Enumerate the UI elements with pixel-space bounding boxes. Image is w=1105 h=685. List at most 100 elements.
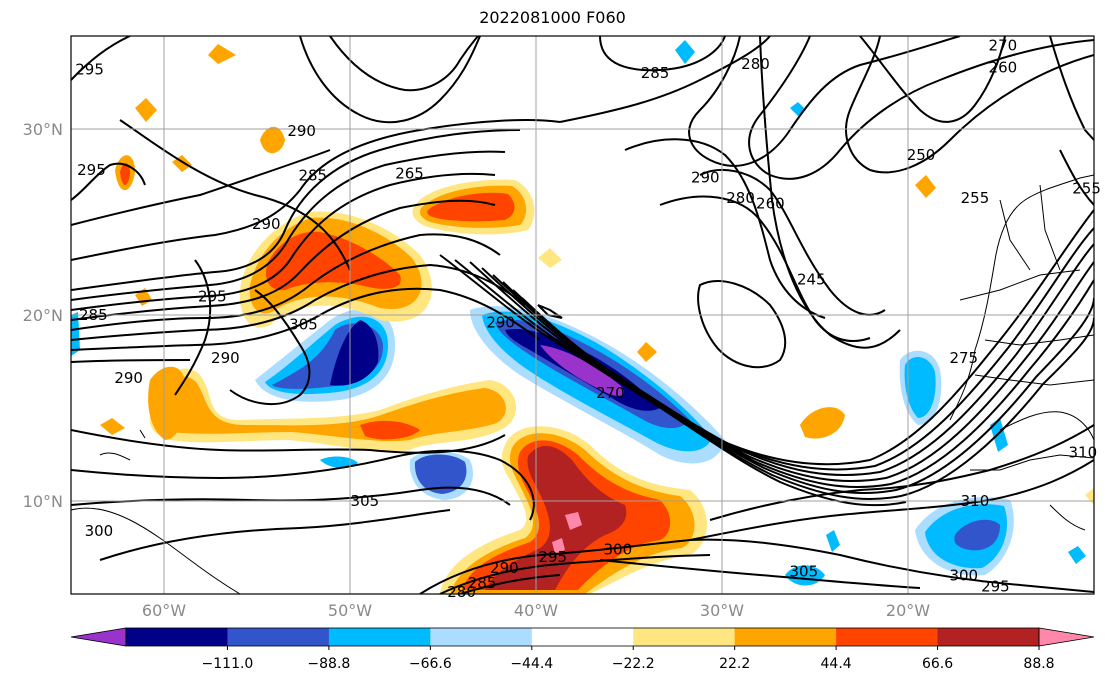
contour-label: 245: [797, 271, 826, 289]
contour-label: 270: [989, 36, 1018, 54]
contour-label: 300: [85, 522, 114, 540]
contour-label: 295: [538, 548, 567, 566]
positive-band-mid-red: [360, 420, 420, 440]
colorbar-tick-label: −22.2: [612, 656, 655, 672]
positive-spot-7: [915, 175, 936, 198]
axis-ticks: 60°W 50°W 40°W 30°W 20°W 10°N 20°N 30°N: [23, 120, 931, 620]
contour-label: 285: [641, 64, 670, 82]
colorbar-extend-min: [70, 627, 127, 647]
negative-blob-east2-core: [904, 356, 936, 418]
colorbar-tick-label: −88.8: [307, 656, 350, 672]
positive-band-mid-orange: [157, 376, 506, 442]
contour-label: 290: [691, 168, 720, 186]
contour-label: 250: [907, 146, 936, 164]
colorbar-tick-label: −66.6: [409, 656, 452, 672]
y-tick-label: 10°N: [23, 492, 63, 511]
contour-label: 290: [486, 313, 515, 331]
positive-spot-2: [135, 98, 157, 122]
negative-blob-small7: [826, 530, 840, 552]
x-tick-label: 60°W: [142, 601, 186, 620]
contour-label: 285: [298, 167, 327, 185]
contour-label: 280: [726, 189, 755, 207]
contour-label: 285: [468, 574, 497, 592]
contour-label: 290: [252, 215, 281, 233]
map-frame: [70, 35, 1095, 595]
colorbar-segment: [531, 628, 634, 646]
contour-label: 280: [741, 55, 770, 73]
contour-label: 290: [211, 349, 240, 367]
contour-label: 310: [1069, 444, 1098, 462]
negative-blob-small5: [990, 418, 1008, 452]
positive-spot-9: [538, 248, 562, 268]
x-tick-label: 30°W: [700, 601, 744, 620]
x-tick-label: 20°W: [886, 601, 930, 620]
positive-region-south-darkred: [485, 445, 627, 590]
colorbar-tick-label: 66.6: [922, 656, 953, 672]
contour-label: 310: [961, 492, 990, 510]
positive-spot-1-core: [120, 163, 130, 185]
contour-label: 260: [989, 59, 1018, 77]
colorbar-tick-label: −111.0: [202, 656, 254, 672]
negative-blob-east-core: [954, 519, 1000, 551]
contour-label: 295: [981, 578, 1010, 596]
negative-blob-small6: [1068, 546, 1086, 564]
contour-label: 255: [1072, 180, 1101, 198]
colorbar-outline: [125, 627, 1040, 647]
y-tick-label: 30°N: [23, 120, 63, 139]
contour-label: 305: [351, 492, 380, 510]
lat-lon-gridlines: [71, 36, 1094, 594]
x-tick-label: 50°W: [328, 601, 372, 620]
colorbar-segment: [836, 628, 939, 646]
coastlines: [71, 174, 1094, 594]
negative-blob-west-core: [330, 320, 379, 386]
colorbar-segment: [227, 628, 330, 646]
contour-label: 305: [790, 563, 819, 581]
colorbar-tick-label: 22.2: [719, 656, 750, 672]
contour-label: 275: [949, 349, 978, 367]
contour-label: 285: [79, 306, 108, 324]
colorbar-tick-label: 44.4: [821, 656, 852, 672]
negative-jet-streak-peak: [540, 345, 625, 396]
map-title: 2022081000 F060: [479, 8, 626, 27]
contour-label: 260: [756, 194, 785, 212]
colorbar-segment: [126, 628, 228, 646]
positive-spot-6: [800, 407, 845, 439]
colorbar-tick-label: 88.8: [1023, 656, 1054, 672]
colorbar-segment: [937, 628, 1040, 646]
colorbar-segment: [430, 628, 533, 646]
contour-label: 280: [447, 583, 476, 601]
contour-label: 270: [596, 384, 625, 402]
contour-label: 290: [490, 559, 519, 577]
colorbar-tick-label: −44.4: [510, 656, 553, 672]
positive-spot-8: [637, 342, 657, 362]
positive-spot-3: [208, 44, 236, 64]
contour-label: 295: [75, 60, 104, 78]
negative-blob-south-core: [414, 454, 467, 494]
negative-blob-edge: [71, 312, 80, 356]
contour-label: 295: [198, 287, 227, 305]
negative-blob-small2: [675, 40, 695, 64]
contour-label: 265: [395, 165, 424, 183]
positive-spot-11: [100, 418, 125, 435]
colorbar-extend-max: [1038, 627, 1095, 647]
contour-label: 290: [114, 369, 143, 387]
positive-region-west: [148, 366, 187, 440]
positive-peak-pink: [565, 512, 582, 530]
positive-spot-4: [260, 126, 285, 154]
negative-blob-small4: [320, 456, 358, 468]
colorbar-segment: [734, 628, 837, 646]
x-tick-label: 40°W: [514, 601, 558, 620]
positive-region-northeast-red: [427, 192, 515, 222]
contour-label: 300: [604, 540, 633, 558]
contour-label: 290: [287, 122, 316, 140]
y-tick-label: 20°N: [23, 306, 63, 325]
colorbar-segment: [633, 628, 736, 646]
contour-label: 305: [289, 315, 318, 333]
contour-label: 255: [961, 189, 990, 207]
contour-label: 295: [77, 161, 106, 179]
positive-peak-pink2: [552, 538, 565, 554]
contour-label: 300: [949, 566, 978, 584]
colorbar: −111.0 −88.8 −66.6 −44.4 −22.2 22.2 44.4 66.6 88…: [70, 627, 1095, 672]
